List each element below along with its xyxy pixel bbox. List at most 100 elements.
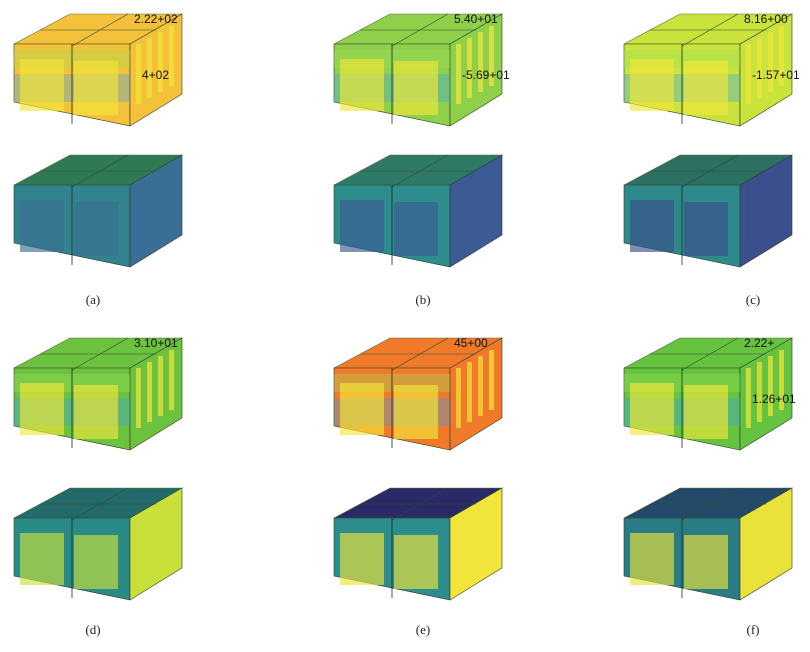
panel-e-shaded-cells: [340, 500, 494, 589]
panel-e-hot-cells-side-cell-4: [489, 350, 494, 410]
panel-b-contour-grid: [360, 13, 476, 124]
panel-f-hot-cells-front-cell-1: [630, 383, 674, 435]
panel-e-hot-cells-front-cell-1: [340, 383, 384, 435]
panel-f-shaded-cells-front-cell-1: [630, 533, 674, 585]
panel-d-hot-cells-side-cell-4: [169, 350, 174, 410]
panel-c-shaded-cells-front-cell-1: [630, 200, 674, 252]
panel-a-hot-cells: [20, 26, 174, 115]
panel-c-contour-grid: [650, 13, 766, 124]
panel-f-hot-cells-side-cell-1: [746, 368, 751, 428]
panel-a-shaded-cells: [20, 167, 174, 256]
panel-c-shaded-cells-side-cell-3: [768, 173, 773, 233]
panel-d-hot-cells-side-cell-1: [136, 368, 141, 428]
panel-a-annotation-2: 4+02: [142, 68, 169, 82]
panel-b-shaded-grid: [360, 154, 476, 265]
panel-d-shaded-cells: [20, 500, 174, 589]
panel-c-hot-cells-side-cell-4: [779, 26, 784, 86]
panel-f-annotation-2: 1.26+01: [752, 392, 796, 406]
panel-a-hot-cells-side-cell-4: [169, 26, 174, 86]
panel-a-shaded-cells-side-cell-3: [158, 173, 163, 233]
panel-c-hot-cells: [630, 26, 784, 115]
panel-e-hot-cells-side-cell-1: [456, 368, 461, 428]
caption-a: (a): [85, 292, 101, 307]
panel-d-hot-cells-front-cell-1: [20, 383, 64, 435]
panel-e-shaded-cells-front-cell-2: [394, 535, 438, 589]
panel-b-shaded-cells: [340, 167, 494, 256]
panel-d-shaded-cells-side-cell-1: [136, 518, 141, 578]
panel-c-shaded-cells-front-cell-2: [684, 202, 728, 256]
panel-c-annotation-1: 8.16+00: [744, 12, 788, 26]
panel-c-hot-cells-side-cell-3: [768, 32, 773, 92]
panel-d-annotation-1: 3.10+01: [134, 336, 178, 350]
panel-e-shaded-cells-side-cell-4: [489, 500, 494, 560]
panel-b-hot-cells-side-cell-2: [467, 38, 472, 98]
panel-e-shaded-cells-side-cell-2: [467, 512, 472, 572]
caption-e: (e): [415, 622, 431, 637]
panel-c-shaded-cells: [630, 167, 784, 256]
panel-b-hot-cells-side-cell-4: [489, 26, 494, 86]
panel-c-shaded-cells-side-cell-1: [746, 185, 751, 245]
panel-a-hot-cells-side-cell-3: [158, 32, 163, 92]
panel-c-hot-cells-side-cell-1: [746, 44, 751, 104]
panel-a: 2.22+02 4+02: [13, 12, 184, 268]
panel-a-annotation-1: 2.22+02: [134, 12, 178, 26]
panel-f-shaded-cells-front-cell-2: [684, 535, 728, 589]
caption-b: (b): [415, 292, 431, 307]
panel-b-hot-cells: [340, 26, 494, 115]
panel-a-hot-cells-side-cell-2: [147, 38, 152, 98]
panel-e-contour-grid: [360, 337, 476, 448]
panel-a-contour-grid: [40, 13, 156, 124]
panel-f-shaded-cells-side-cell-1: [746, 518, 751, 578]
panel-a-shaded-cells-front-cell-1: [20, 200, 64, 252]
panel-e-hot-cells-front-cell-2: [394, 385, 438, 439]
panel-a-shaded-cells-front-cell-2: [74, 202, 118, 256]
panel-a-shaded-cells-side-cell-4: [169, 167, 174, 227]
panel-e-annotation-1: 45+00: [454, 336, 488, 350]
panel-d-hot-cells: [20, 350, 174, 439]
panel-d-shaded-grid: [40, 487, 156, 598]
panel-c-hot-cells-front-cell-2: [684, 61, 728, 115]
panel-d: 3.10+01: [13, 336, 184, 601]
panel-a-hot-cells-side-cell-1: [136, 44, 141, 104]
panel-f-shaded-cells-side-cell-3: [768, 506, 773, 566]
panel-e-shaded-cells-side-cell-1: [456, 518, 461, 578]
panel-b-annotation-2: -5.69+01: [462, 68, 510, 82]
panel-d-shaded-cells-side-cell-4: [169, 500, 174, 560]
panel-e-shaded-grid: [360, 487, 476, 598]
panel-d-shaded-cells-side-cell-3: [158, 506, 163, 566]
panel-f-shaded-cells-side-cell-2: [757, 512, 762, 572]
panel-b-hot-cells-side-cell-1: [456, 44, 461, 104]
panel-c: 8.16+00 -1.57+01: [623, 12, 800, 268]
panel-e-hot-cells: [340, 350, 494, 439]
panel-e-hot-cells-side-cell-2: [467, 362, 472, 422]
panel-f: 2.22+ 1.26+01: [623, 336, 796, 601]
panel-e-shaded-cells-front-cell-1: [340, 533, 384, 585]
caption-d: (d): [85, 622, 101, 637]
panel-b-shaded-cells-side-cell-1: [456, 185, 461, 245]
panel-d-shaded-cells-front-cell-2: [74, 535, 118, 589]
panel-c-hot-cells-front-cell-1: [630, 59, 674, 111]
panel-b-shaded-cells-side-cell-2: [467, 179, 472, 239]
caption-f: (f): [746, 622, 760, 637]
panel-e: 45+00: [333, 336, 504, 601]
panel-c-annotation-2: -1.57+01: [752, 68, 800, 82]
panel-d-shaded-cells-front-cell-1: [20, 533, 64, 585]
panel-f-hot-cells-side-cell-4: [779, 350, 784, 410]
panel-f-shaded-cells-side-cell-4: [779, 500, 784, 560]
panel-b-hot-cells-front-cell-2: [394, 61, 438, 115]
panel-b-shaded-cells-side-cell-3: [478, 173, 483, 233]
panel-f-hot-cells-side-cell-2: [757, 362, 762, 422]
panel-a-shaded-cells-side-cell-1: [136, 185, 141, 245]
panel-e-hot-cells-side-cell-3: [478, 356, 483, 416]
panel-f-hot-cells-front-cell-2: [684, 385, 728, 439]
panel-b-shaded-cells-side-cell-4: [489, 167, 494, 227]
panel-b-shaded-cells-front-cell-2: [394, 202, 438, 256]
panel-c-hot-cells-side-cell-2: [757, 38, 762, 98]
panel-a-hot-cells-front-cell-1: [20, 59, 64, 111]
panel-f-contour-grid: [650, 337, 766, 448]
panel-c-shaded-grid: [650, 154, 766, 265]
panel-b-annotation-1: 5.40+01: [454, 12, 498, 26]
panel-d-hot-cells-side-cell-2: [147, 362, 152, 422]
